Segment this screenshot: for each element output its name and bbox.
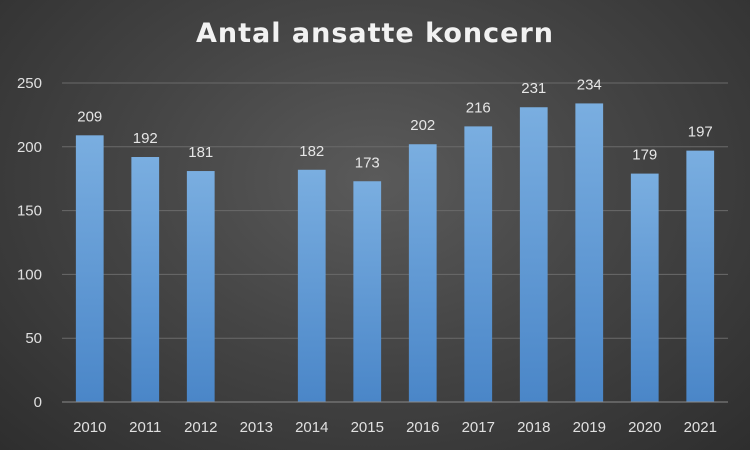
data-label-2010: 209 [77, 108, 102, 125]
bar-2014 [297, 169, 326, 402]
bar-2015 [353, 181, 382, 402]
data-label-2011: 192 [133, 130, 158, 147]
data-label-2019: 234 [577, 76, 602, 93]
data-label-2012: 181 [188, 144, 213, 161]
y-tick-label: 200 [17, 139, 42, 156]
bar-2018 [519, 107, 548, 402]
data-label-2014: 182 [299, 143, 324, 160]
bar-2012 [186, 171, 215, 402]
axes: 0 50 100 150 200 250 2010 2011 2012 2013 2014 2015 2… [17, 75, 728, 436]
chart-title: Antal ansatte koncern [195, 18, 554, 49]
bar-2016 [408, 144, 437, 403]
bar-2010 [75, 135, 104, 403]
x-tick-label-2021: 2021 [684, 419, 717, 436]
data-label-2018: 231 [521, 80, 546, 97]
x-tick-label-2013: 2013 [240, 419, 273, 436]
data-labels: 209 192 181 182 173 202 216 231 234 179 197 [77, 76, 713, 171]
x-tick-label-2019: 2019 [573, 419, 606, 436]
x-tick-label-2010: 2010 [73, 419, 106, 436]
x-tick-label-2016: 2016 [406, 419, 439, 436]
data-label-2020: 179 [632, 147, 657, 164]
gridlines [62, 82, 728, 339]
x-tick-label-2012: 2012 [184, 419, 217, 436]
x-tick-label-2017: 2017 [462, 419, 495, 436]
y-tick-label: 150 [17, 203, 42, 220]
x-tick-label-2020: 2020 [628, 419, 661, 436]
y-tick-label: 50 [25, 330, 42, 347]
bar-2017 [464, 126, 493, 402]
bar-2011 [131, 157, 160, 402]
x-tick-label-2018: 2018 [517, 419, 550, 436]
bar-2019 [575, 103, 604, 402]
y-tick-label: 0 [34, 394, 42, 411]
data-label-2021: 197 [688, 124, 713, 141]
x-tick-label-2014: 2014 [295, 419, 328, 436]
data-label-2015: 173 [355, 154, 380, 171]
bar-2021 [686, 150, 715, 402]
bar-2020 [630, 173, 659, 402]
y-tick-label: 250 [17, 75, 42, 92]
x-tick-label-2011: 2011 [129, 419, 161, 436]
data-label-2017: 216 [466, 99, 491, 116]
y-tick-label: 100 [17, 266, 42, 283]
bars [75, 103, 715, 403]
data-label-2016: 202 [410, 117, 435, 134]
x-tick-label-2015: 2015 [351, 419, 384, 436]
